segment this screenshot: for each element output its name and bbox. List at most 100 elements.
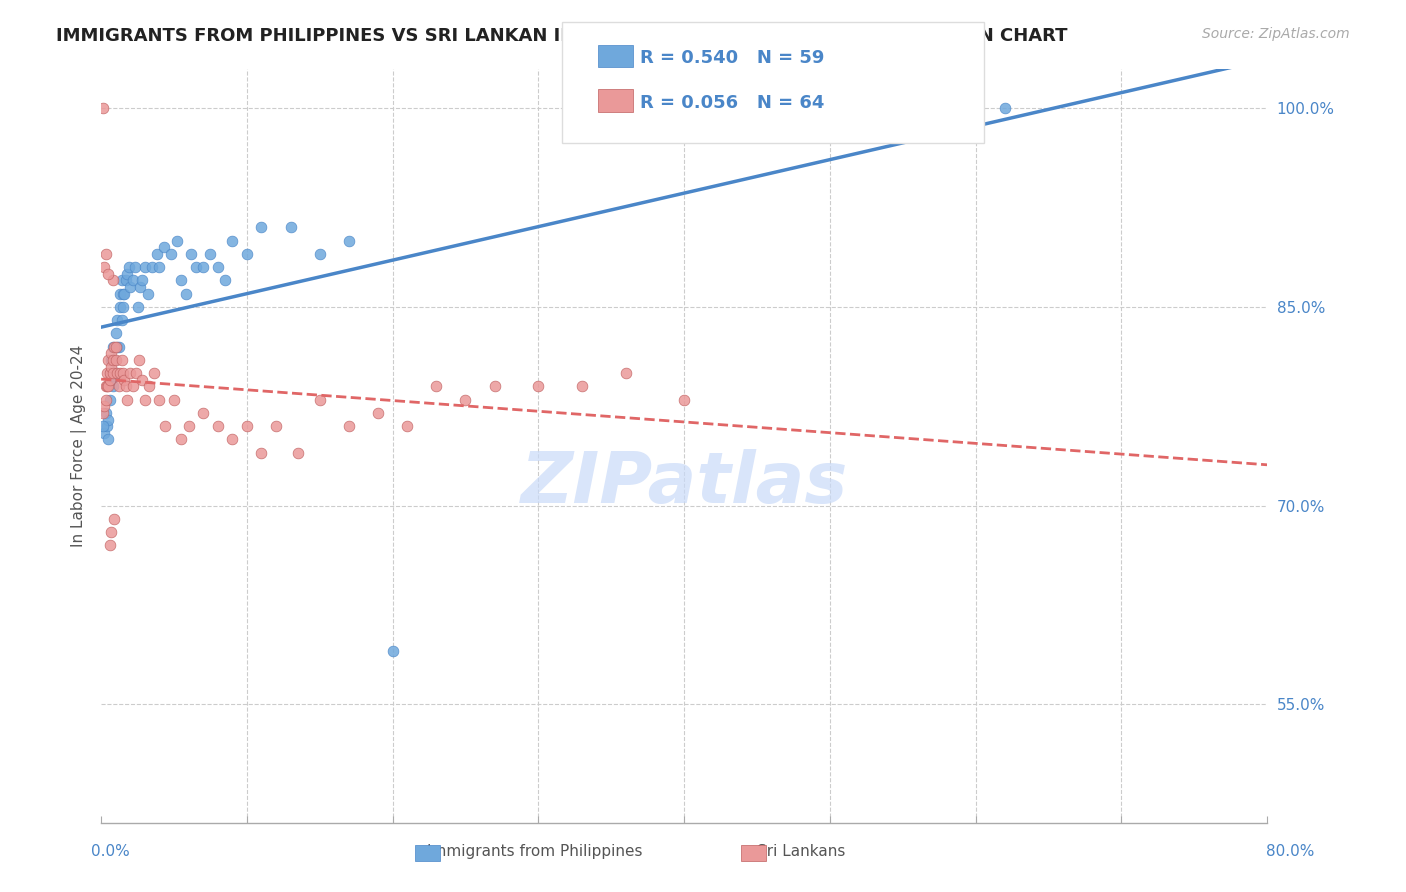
Point [337, 419, 360, 434]
Point [180, 247, 202, 261]
Point [97, 412, 120, 426]
Point [104, 326, 127, 341]
Point [104, 340, 127, 354]
Point [128, 352, 150, 367]
Point [308, 247, 330, 261]
Point [129, 280, 152, 294]
Point [98, 366, 121, 380]
Point [141, 260, 163, 275]
Point [96, 419, 118, 434]
Point [184, 260, 207, 275]
Point [100, 373, 122, 387]
Point [103, 340, 125, 354]
Point [122, 379, 145, 393]
Point [115, 379, 138, 393]
Point [94, 379, 117, 393]
Point [103, 352, 125, 367]
Point [264, 419, 287, 434]
Point [94, 406, 117, 420]
Point [527, 379, 550, 393]
Point [115, 273, 138, 287]
Point [110, 273, 132, 287]
Point [93, 425, 115, 440]
Point [166, 234, 188, 248]
Text: Source: ZipAtlas.com: Source: ZipAtlas.com [1202, 27, 1350, 41]
Point [214, 273, 236, 287]
Point [97, 267, 120, 281]
Point [105, 366, 128, 380]
Point [152, 240, 174, 254]
Point [114, 373, 136, 387]
Point [111, 300, 134, 314]
Point [207, 260, 229, 275]
Point [105, 340, 128, 354]
Text: IMMIGRANTS FROM PHILIPPINES VS SRI LANKAN IN LABOR FORCE | AGE 20-24 CORRELATION: IMMIGRANTS FROM PHILIPPINES VS SRI LANKA… [56, 27, 1067, 45]
Point [100, 525, 122, 540]
Point [163, 392, 186, 407]
Point [484, 379, 506, 393]
Point [191, 406, 214, 420]
Point [98, 373, 121, 387]
Point [94, 392, 117, 407]
Point [160, 247, 183, 261]
Point [250, 445, 273, 459]
Point [107, 340, 129, 354]
Point [125, 366, 148, 380]
Point [170, 273, 193, 287]
Point [425, 379, 447, 393]
Text: R = 0.056   N = 64: R = 0.056 N = 64 [640, 94, 824, 112]
Point [100, 346, 122, 360]
Point [104, 366, 127, 380]
Point [131, 273, 153, 287]
Point [110, 352, 132, 367]
Point [287, 445, 309, 459]
Point [91, 406, 114, 420]
Text: Sri Lankans: Sri Lankans [758, 845, 845, 859]
Point [134, 260, 156, 275]
Point [93, 399, 115, 413]
Point [101, 340, 124, 354]
Point [97, 379, 120, 393]
Point [111, 366, 134, 380]
Point [236, 419, 259, 434]
Point [138, 379, 160, 393]
Point [96, 366, 118, 380]
Point [454, 392, 477, 407]
Point [148, 392, 170, 407]
Point [136, 286, 159, 301]
Point [170, 433, 193, 447]
Point [98, 366, 121, 380]
Point [280, 220, 302, 235]
Point [96, 379, 118, 393]
Point [100, 359, 122, 374]
Point [117, 392, 139, 407]
Point [142, 366, 165, 380]
Point [103, 512, 125, 526]
Point [367, 406, 389, 420]
Point [108, 300, 131, 314]
Point [134, 392, 156, 407]
Point [120, 366, 142, 380]
Point [107, 379, 129, 393]
Point [101, 273, 124, 287]
Point [97, 352, 120, 367]
Point [117, 267, 139, 281]
Point [108, 366, 131, 380]
Point [93, 260, 115, 275]
Point [98, 538, 121, 552]
Point [614, 366, 637, 380]
Point [108, 286, 131, 301]
Point [994, 101, 1017, 115]
Point [114, 286, 136, 301]
Point [111, 286, 134, 301]
Point [177, 419, 200, 434]
Point [101, 366, 124, 380]
Point [131, 373, 153, 387]
Point [127, 300, 149, 314]
Point [103, 366, 125, 380]
Point [97, 433, 120, 447]
Point [104, 352, 127, 367]
Point [100, 352, 122, 367]
Text: ZIPatlas: ZIPatlas [520, 450, 848, 518]
Point [673, 392, 696, 407]
